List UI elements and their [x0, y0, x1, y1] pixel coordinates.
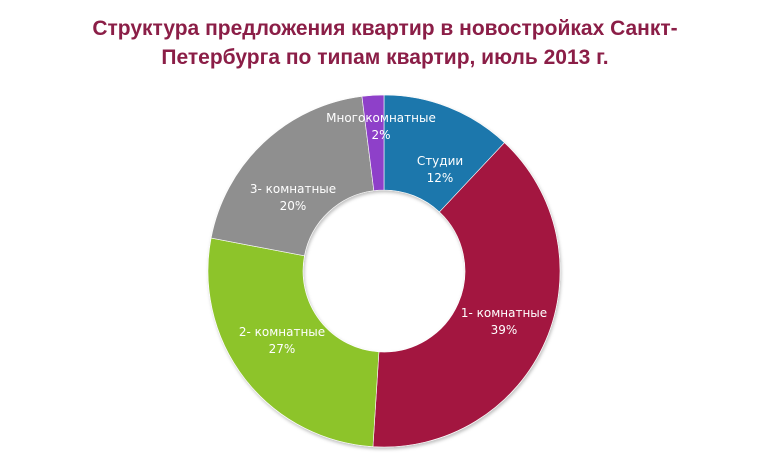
label-3room-name: 3- комнатные — [250, 182, 336, 196]
label-multiroom-name: Многокомнатные — [326, 111, 436, 125]
label-multiroom-value: 2% — [371, 128, 390, 142]
label-3room-value: 20% — [280, 199, 307, 213]
donut-slices — [207, 94, 561, 448]
label-1room-name: 1- комнатные — [461, 306, 547, 320]
chart-title-line-2: Петербурга по типам квартир, июль 2013 г… — [161, 46, 609, 69]
slice-multiroom — [361, 94, 385, 191]
slice-3room — [210, 96, 375, 257]
label-1room-value: 39% — [491, 323, 518, 337]
label-studios-name: Студии — [417, 154, 463, 168]
donut-labels: Студии 12% 1- комнатные 39% 2- комнатные… — [239, 111, 547, 356]
slice-1room — [372, 142, 561, 448]
label-2room-value: 27% — [269, 342, 296, 356]
label-studios-value: 12% — [427, 171, 454, 185]
chart-title: Структура предложения квартир в новостро… — [0, 14, 770, 72]
label-2room-name: 2- комнатные — [239, 325, 325, 339]
chart-title-line-1: Структура предложения квартир в новостро… — [92, 17, 678, 40]
slice-2room — [207, 237, 380, 447]
